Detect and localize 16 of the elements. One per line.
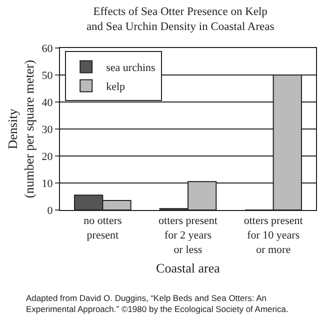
legend-label: sea urchins: [106, 62, 156, 74]
x-tick-label: otters present for 10 years or more: [244, 215, 303, 256]
y-tick-label: 40: [42, 96, 54, 109]
y-axis-title: Density (number per square meter): [4, 60, 37, 198]
y-tick-label: 60: [42, 42, 54, 55]
legend-label: kelp: [106, 81, 126, 94]
chart-title: Effects of Sea Otter Presence on Kelp and Sea Urchin Density in Coastal Areas: [86, 6, 275, 33]
y-tick-label: 30: [42, 124, 54, 136]
x-tick-label: otters present for 2 years or less: [158, 215, 218, 256]
y-tick-label: 10: [42, 178, 54, 190]
text: Adapted from David O. Duggins, “Kelp Beds and Sea Otters: An Experimental Approach.” ©1980 by the Ecological Society of America.: [26, 293, 288, 314]
x-axis-title: Coastal area: [156, 260, 220, 276]
y-tick-label: 20: [42, 150, 54, 163]
y-tick-label: 0: [47, 204, 54, 217]
x-tick-label: no otters present: [84, 215, 122, 242]
y-tick-label: 50: [42, 70, 54, 82]
